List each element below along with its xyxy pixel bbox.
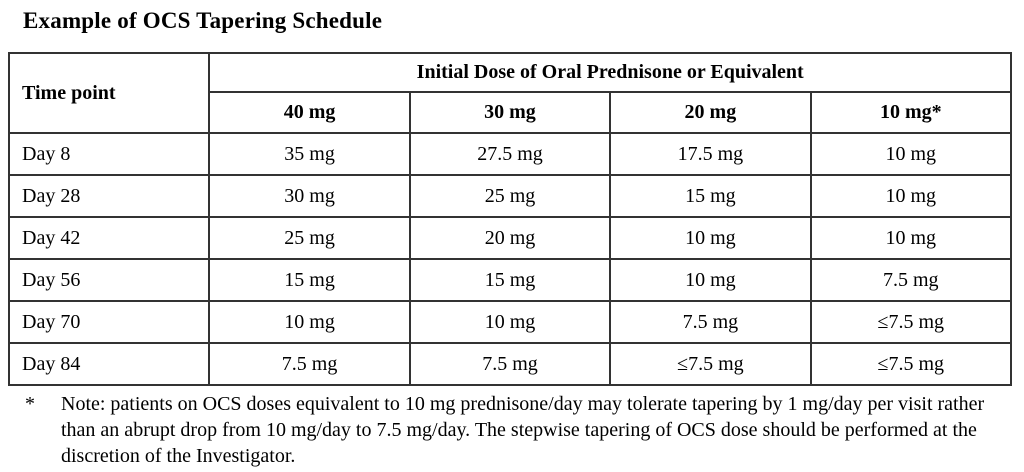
dose-cell: 17.5 mg [609, 132, 812, 176]
dose-cell: 7.5 mg [208, 342, 411, 386]
dose-cell: 10 mg [809, 132, 1013, 176]
dose-cell: 7.5 mg [609, 300, 812, 344]
dose-column-header-20mg: 20 mg [609, 91, 812, 134]
dose-cell: 25 mg [208, 216, 411, 260]
dose-cell: 15 mg [609, 174, 812, 218]
initial-dose-group-header: Initial Dose of Oral Prednisone or Equiv… [208, 52, 1012, 93]
dose-cell: 10 mg [609, 258, 812, 302]
dose-cell: ≤7.5 mg [809, 300, 1013, 344]
dose-column-header-30mg: 30 mg [408, 91, 612, 134]
dose-column-header-10mg: 10 mg* [809, 91, 1013, 134]
table-row-day42: Day 42 25 mg 20 mg 10 mg 10 mg [7, 216, 1013, 260]
dose-cell: 25 mg [408, 174, 612, 218]
dose-cell: 15 mg [408, 258, 612, 302]
table-row-day28: Day 28 30 mg 25 mg 15 mg 10 mg [7, 174, 1013, 218]
footnote-marker: * [25, 393, 35, 415]
time-cell: Day 8 [7, 132, 211, 176]
header-row-group: Time point Initial Dose of Oral Predniso… [7, 52, 1012, 134]
table-row-day84: Day 84 7.5 mg 7.5 mg ≤7.5 mg ≤7.5 mg [7, 342, 1013, 386]
table-row-day70: Day 70 10 mg 10 mg 7.5 mg ≤7.5 mg [7, 300, 1013, 344]
time-cell: Day 84 [7, 342, 211, 386]
time-cell: Day 42 [7, 216, 211, 260]
footnote: * Note: patients on OCS doses equivalent… [25, 391, 1015, 469]
dose-cell: 15 mg [208, 258, 411, 302]
dose-cell: 35 mg [208, 132, 411, 176]
dose-cell: 10 mg [609, 216, 812, 260]
time-cell: Day 28 [7, 174, 211, 218]
table-row-day56: Day 56 15 mg 15 mg 10 mg 7.5 mg [7, 258, 1013, 302]
footnote-text: Note: patients on OCS doses equivalent t… [61, 393, 985, 467]
dose-column-header-40mg: 40 mg [208, 91, 411, 134]
table-row-day8: Day 8 35 mg 27.5 mg 17.5 mg 10 mg [7, 132, 1013, 176]
dose-cell: 20 mg [408, 216, 612, 260]
dose-cell: 10 mg [809, 216, 1013, 260]
time-point-header: Time point [7, 52, 211, 134]
dose-cell: 10 mg [208, 300, 411, 344]
dose-cell: 30 mg [208, 174, 411, 218]
dose-cell: 7.5 mg [809, 258, 1013, 302]
tapering-schedule-table: Time point Initial Dose of Oral Predniso… [7, 52, 1013, 386]
time-cell: Day 56 [7, 258, 211, 302]
dose-cell: ≤7.5 mg [809, 342, 1013, 386]
header-row-doses: 40 mg 30 mg 20 mg 10 mg* [9, 91, 1013, 134]
dose-cell: 7.5 mg [408, 342, 612, 386]
dose-cell: 10 mg [809, 174, 1013, 218]
dose-cell: ≤7.5 mg [609, 342, 812, 386]
time-cell: Day 70 [7, 300, 211, 344]
page-title: Example of OCS Tapering Schedule [23, 8, 383, 33]
dose-cell: 10 mg [408, 300, 612, 344]
dose-cell: 27.5 mg [408, 132, 612, 176]
